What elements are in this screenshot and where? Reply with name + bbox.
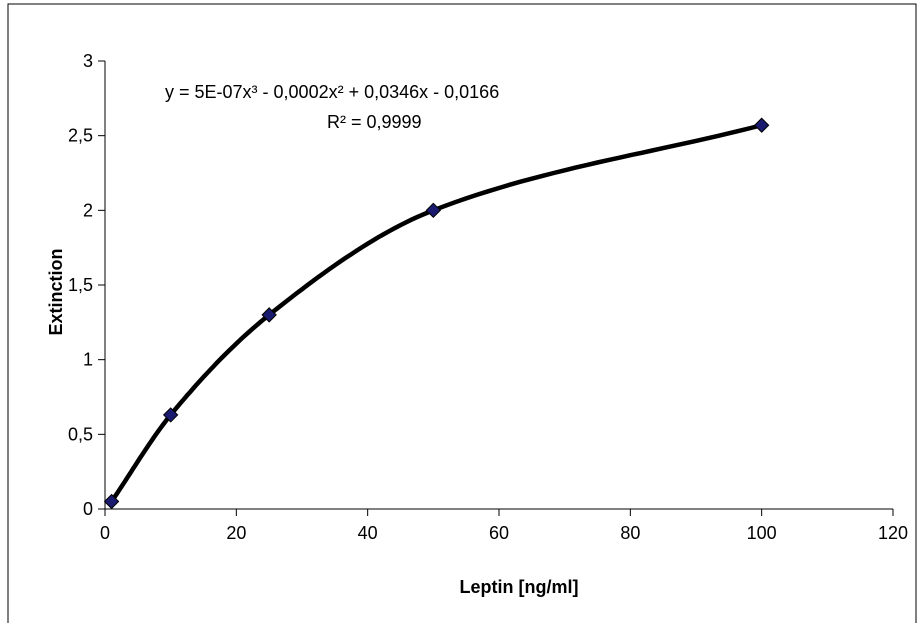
data-point [162,407,179,423]
x-tick-label: 80 [620,523,640,543]
y-tick-label: 2 [83,200,93,220]
data-point [103,493,120,510]
y-tick-label: 1,5 [68,275,93,295]
y-tick-group: 0 0,5 1 1,5 2 2,5 3 [68,51,105,519]
data-point [753,117,770,133]
data-point [261,307,277,323]
data-point [425,202,442,219]
y-tick-label: 0,5 [68,424,93,444]
x-tick-label: 20 [226,523,246,543]
x-tick-group: 0 20 40 60 80 100 120 [100,509,908,543]
r-squared-label: R² = 0,9999 [327,112,422,132]
data-point-group [103,117,770,510]
y-axis-title: Extinction [46,248,66,335]
y-tick-label: 2,5 [68,126,93,146]
x-axis-title: Leptin [ng/ml] [460,577,579,597]
y-tick-label: 3 [83,51,93,71]
chart-border [7,3,917,623]
x-tick-label: 0 [100,523,110,543]
x-tick-label: 100 [747,523,777,543]
y-tick-label: 0 [83,499,93,519]
x-tick-label: 120 [878,523,908,543]
polynomial-trendline [109,122,764,504]
x-tick-label: 40 [358,523,378,543]
trendline-equation: y = 5E-07x³ - 0,0002x² + 0,0346x - 0,016… [165,82,499,102]
x-tick-label: 60 [489,523,509,543]
y-tick-label: 1 [83,350,93,370]
